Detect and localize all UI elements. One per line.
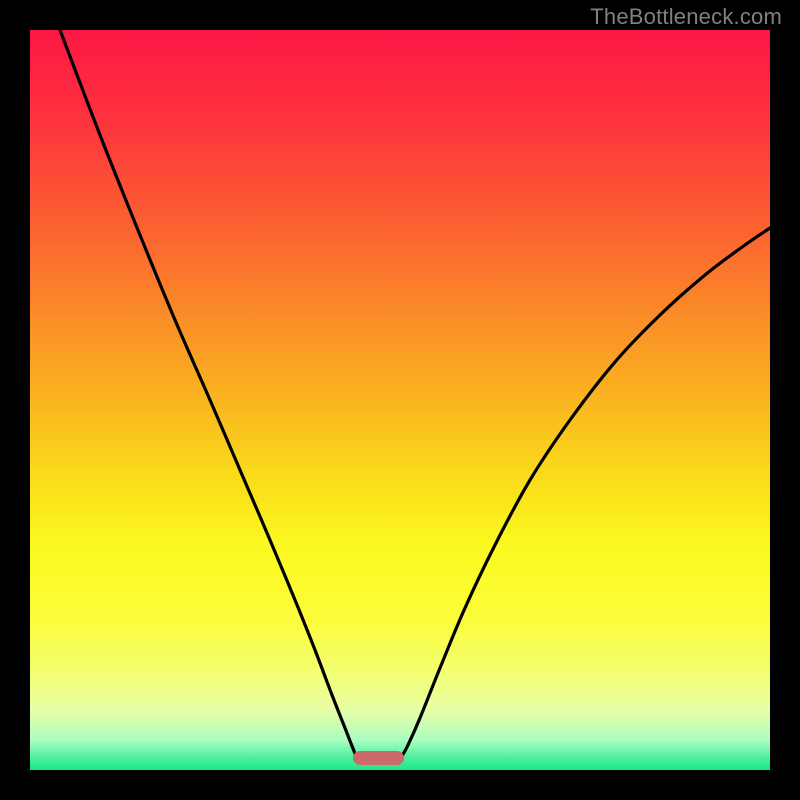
watermark-text: TheBottleneck.com	[590, 4, 782, 30]
trough-marker	[353, 751, 404, 765]
plot-area	[30, 30, 770, 770]
bottleneck-chart	[0, 0, 800, 800]
